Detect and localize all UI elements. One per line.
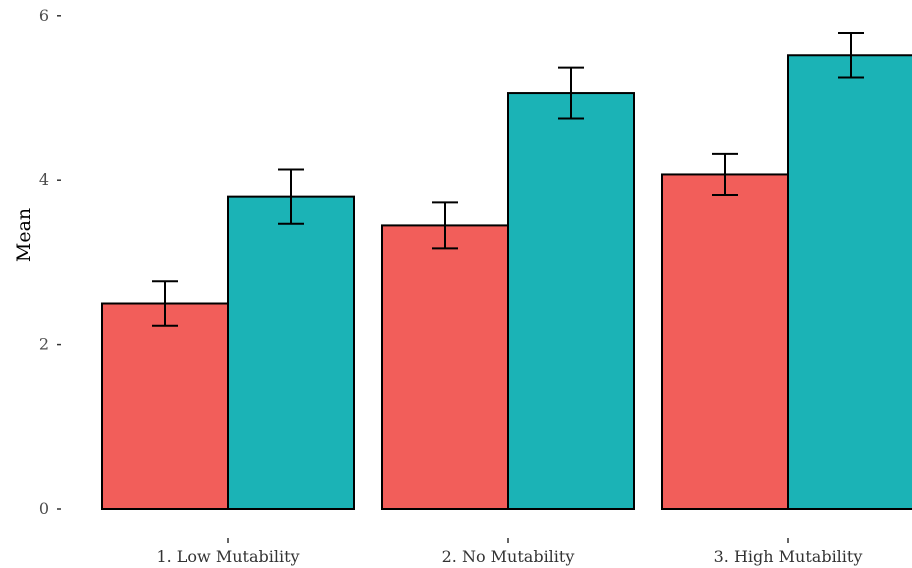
y-axis-title: Mean [13,208,35,262]
bars [101,54,912,511]
error-bar-series1-2 [712,152,738,196]
bar-series1-1 [381,224,509,510]
x-category-label-2: 3. High Mutability [714,547,863,566]
y-axis: 0 2 4 6 [39,6,61,518]
error-bar-series2-2 [838,32,864,79]
error-bar-series1-0 [152,280,178,327]
x-category-label-1: 2. No Mutability [442,547,575,566]
y-tick-label-0: 0 [39,499,49,518]
x-category-label-0: 1. Low Mutability [156,547,299,566]
y-tick-label-2: 4 [39,170,49,189]
bar-series1-2 [661,173,789,510]
error-bar-series2-0 [278,168,304,225]
bar-series2-2 [787,54,912,510]
error-bar-series1-1 [432,201,458,250]
x-axis: 1. Low Mutability 2. No Mutability 3. High… [156,538,862,566]
bar-series2-0 [227,195,355,510]
error-bar-series2-1 [558,66,584,120]
y-tick-label-3: 6 [39,6,49,25]
bar-series1-0 [101,302,229,510]
bar-series2-1 [507,92,635,511]
y-tick-label-1: 2 [39,335,49,354]
error-bars [152,32,864,327]
